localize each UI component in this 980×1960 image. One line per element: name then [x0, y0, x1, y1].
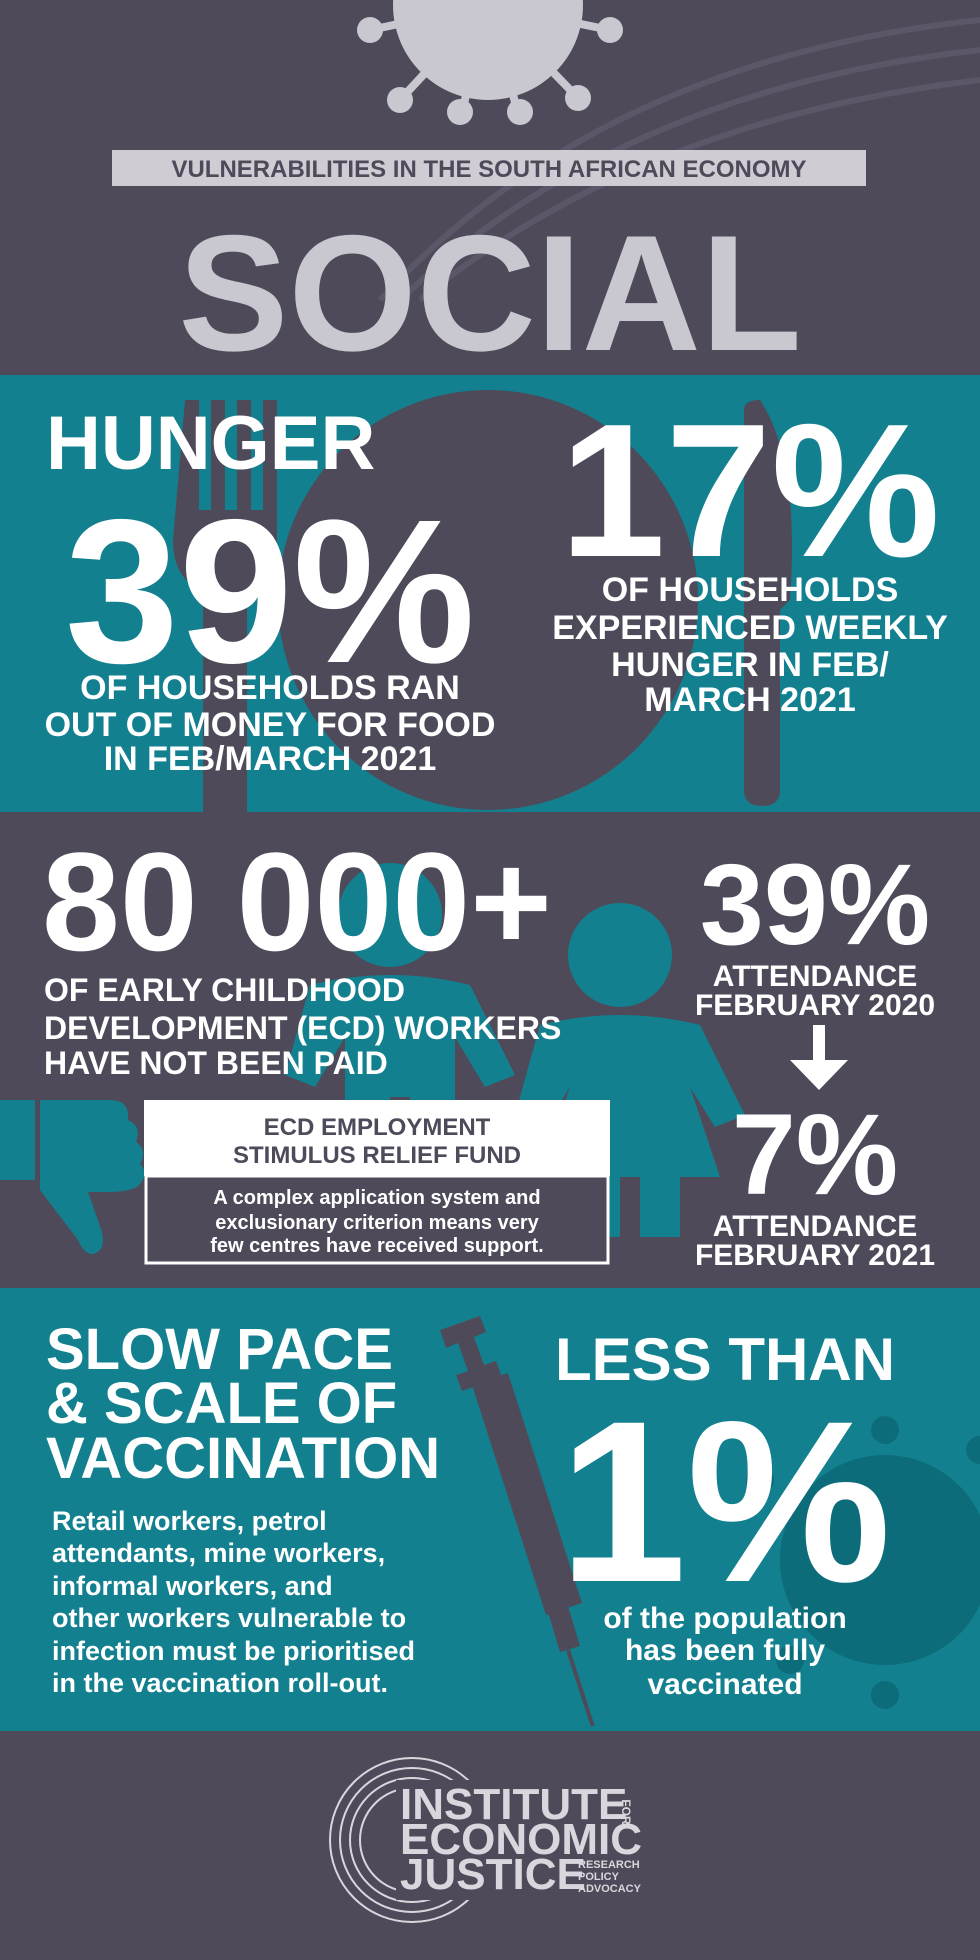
section-heading: SLOW PACE: [46, 1317, 393, 1382]
stat-caption: ATTENDANCE: [713, 960, 917, 993]
body-text: attendants, mine workers,: [52, 1538, 385, 1568]
stat-caption: has been fully: [625, 1634, 825, 1667]
logo-tagline: RESEARCH: [578, 1859, 640, 1871]
stat-caption: OF HOUSEHOLDS RAN: [80, 669, 460, 707]
body-text: in the vaccination roll-out.: [52, 1668, 388, 1698]
stat-caption: IN FEB/MARCH 2021: [104, 740, 437, 778]
section-heading: HUNGER: [46, 401, 375, 486]
virus-icon: [357, 0, 623, 125]
stat-figure: 39%: [65, 477, 475, 706]
fund-title-box: [144, 1100, 610, 1176]
stat-figure: 17%: [560, 385, 940, 597]
virus-icon-2: [746, 1416, 980, 1709]
stat-figure: 7%: [732, 1091, 898, 1219]
kicker-box: [112, 150, 866, 186]
children-icon: [285, 863, 745, 1237]
body-text: Retail workers, petrol: [52, 1506, 327, 1536]
stat-caption: of the population: [603, 1602, 846, 1635]
stat-caption: FEBRUARY 2021: [695, 1239, 935, 1272]
stat-caption: vaccinated: [647, 1668, 802, 1701]
body-text: informal workers, and: [52, 1571, 333, 1601]
stat-caption: EXPERIENCED WEEKLY: [552, 609, 948, 647]
stat-caption: FEBRUARY 2020: [695, 989, 935, 1022]
stat-caption: OUT OF MONEY FOR FOOD: [45, 706, 496, 744]
stat-caption: ATTENDANCE: [713, 1210, 917, 1243]
stat-caption: HAVE NOT BEEN PAID: [44, 1045, 388, 1081]
logo-text: ECONOMIC: [400, 1815, 642, 1864]
logo-tagline: ADVOCACY: [578, 1883, 642, 1895]
stat-figure: 1%: [559, 1373, 891, 1630]
stat-caption: HUNGER IN FEB/: [611, 646, 889, 684]
section-heading: & SCALE OF: [46, 1371, 397, 1436]
logo-text: JUSTICE: [400, 1850, 586, 1899]
stat-caption: OF EARLY CHILDHOOD: [44, 972, 405, 1008]
fund-note: exclusionary criterion means very: [215, 1212, 539, 1234]
fund-note-box: [144, 1174, 610, 1265]
logo-text: INSTITUTE: [400, 1780, 627, 1829]
logo-backdrop: [396, 1780, 616, 1900]
body-text: other workers vulnerable to: [52, 1603, 406, 1633]
stat-figure: 39%: [700, 841, 930, 969]
stat-caption: DEVELOPMENT (ECD) WORKERS: [44, 1010, 561, 1046]
plate-icon: [173, 390, 792, 826]
fund-title: STIMULUS RELIEF FUND: [233, 1142, 521, 1169]
kicker: VULNERABILITIES IN THE SOUTH AFRICAN ECO…: [171, 156, 806, 183]
section-heading: VACCINATION: [46, 1426, 440, 1491]
stat-caption: MARCH 2021: [644, 681, 856, 719]
stat-caption: OF HOUSEHOLDS: [602, 571, 899, 609]
logo-for: FOR: [619, 1799, 633, 1825]
fund-title: ECD EMPLOYMENT: [264, 1114, 491, 1141]
logo-tagline: POLICY: [578, 1871, 620, 1883]
body-text: infection must be prioritised: [52, 1636, 415, 1666]
fund-note: few centres have received support.: [210, 1235, 543, 1257]
stat-figure: 80 000+: [42, 823, 552, 980]
down-arrow: [790, 1025, 848, 1090]
thumbs-down-icon: [0, 1100, 145, 1254]
stat-prefix: LESS THAN: [555, 1326, 895, 1393]
fund-note: A complex application system and: [213, 1187, 540, 1209]
syringe-icon: [440, 1316, 595, 1727]
title: SOCIAL: [178, 201, 801, 385]
